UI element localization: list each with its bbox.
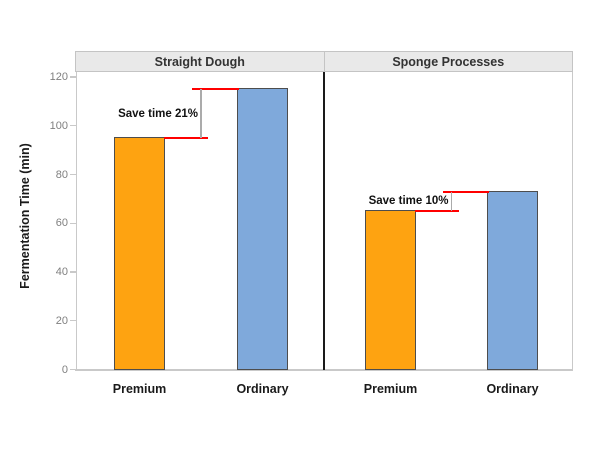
- bar-straight-dough-ordinary: [237, 88, 288, 370]
- marker-line-premium-sponge-processes: [415, 210, 459, 213]
- y-tick-label: 40: [55, 266, 68, 278]
- marker-connector-straight-dough: [200, 89, 202, 138]
- y-tick-mark: [70, 320, 77, 322]
- y-axis-title: Fermentation Time (min): [18, 143, 32, 289]
- facet-header-sponge-processes: Sponge Processes: [323, 52, 573, 71]
- y-tick-mark: [70, 222, 77, 224]
- x-label-ordinary-sponge-processes: Ordinary: [486, 381, 539, 396]
- marker-line-ordinary-sponge-processes: [442, 190, 489, 193]
- y-tick-mark: [70, 125, 77, 127]
- bar-sponge-processes-premium: [365, 210, 416, 370]
- y-tick-label: 100: [49, 119, 68, 132]
- save-time-annotation-straight-dough: Save time 21%: [118, 107, 198, 120]
- panel-separator-line: [323, 72, 325, 370]
- y-tick-mark: [70, 76, 77, 78]
- y-tick-label: 60: [55, 217, 68, 230]
- x-axis-line: [75, 368, 573, 371]
- bar-straight-dough-premium: [114, 137, 165, 370]
- y-tick-label: 120: [49, 71, 68, 83]
- y-tick-label: 20: [55, 314, 68, 327]
- facet-header-strip: Straight Dough Sponge Processes: [75, 51, 573, 72]
- marker-connector-sponge-processes: [450, 191, 453, 212]
- x-label-premium-straight-dough: Premium: [112, 381, 167, 396]
- save-time-annotation-sponge-processes: Save time 10%: [368, 195, 449, 208]
- x-label-premium-sponge-processes: Premium: [363, 381, 418, 396]
- y-tick-label: 0: [61, 363, 68, 376]
- facet-header-straight-dough: Straight Dough: [154, 54, 245, 69]
- bar-sponge-processes-ordinary: [487, 190, 538, 370]
- y-tick-mark: [70, 271, 77, 273]
- x-label-ordinary-straight-dough: Ordinary: [236, 381, 289, 396]
- y-tick-mark: [70, 173, 77, 176]
- y-tick-label: 80: [55, 168, 68, 181]
- marker-line-premium-straight-dough: [164, 136, 208, 139]
- marker-line-ordinary-straight-dough: [192, 88, 239, 91]
- y-tick-mark: [70, 368, 77, 371]
